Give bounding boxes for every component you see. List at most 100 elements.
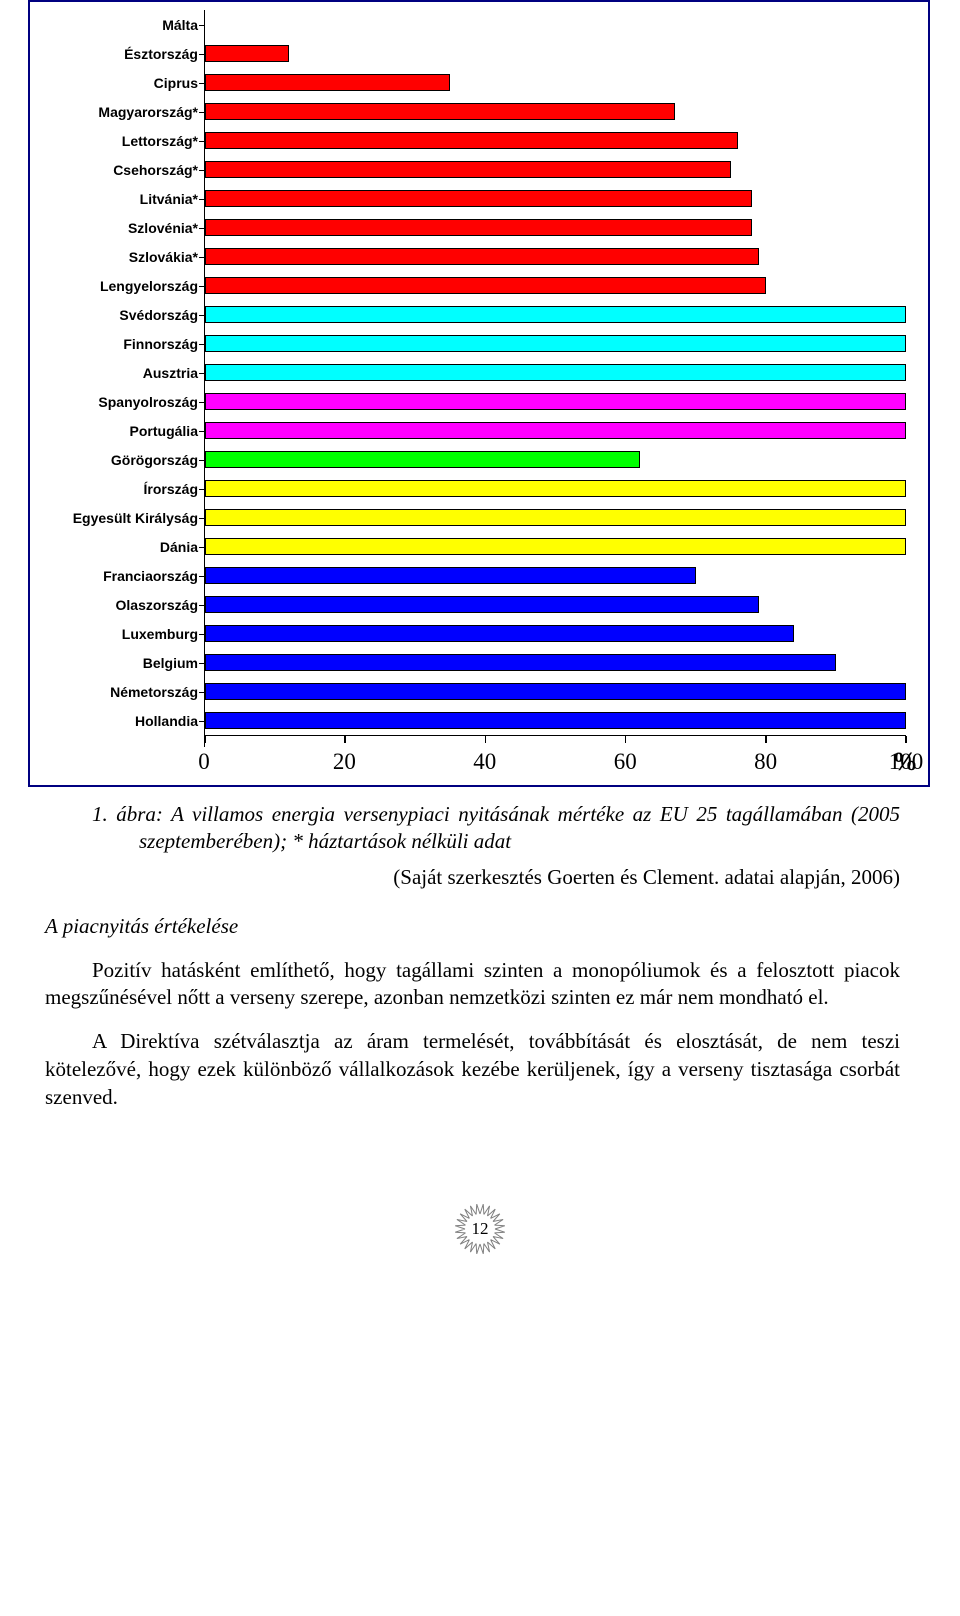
bar-label: Magyarország*	[36, 104, 204, 120]
chart-row: Olaszország	[36, 590, 906, 619]
bar	[205, 335, 906, 352]
x-tick-label: 80	[754, 749, 777, 775]
bar	[205, 480, 906, 497]
chart-row: Spanyolroszág	[36, 387, 906, 416]
chart-row: Svédország	[36, 300, 906, 329]
bar	[205, 451, 640, 468]
chart-bars-container: Málta Észtország Ciprus Magyarország* Lettor…	[36, 10, 906, 735]
chart-row: Dánia	[36, 532, 906, 561]
x-axis-row	[36, 735, 906, 747]
bar-label: Málta	[36, 17, 204, 33]
bar	[205, 219, 752, 236]
x-labels-row: % 020406080100	[36, 749, 906, 775]
chart-row: Lengyelország	[36, 271, 906, 300]
bar-label: Ausztria	[36, 365, 204, 381]
chart-row: Észtország	[36, 39, 906, 68]
chart-row: Belgium	[36, 648, 906, 677]
chart-row: Ciprus	[36, 68, 906, 97]
chart-row: Ausztria	[36, 358, 906, 387]
chart-row: Németország	[36, 677, 906, 706]
bar	[205, 422, 906, 439]
bar-label: Németország	[36, 684, 204, 700]
bar	[205, 712, 906, 729]
bar-label: Írország	[36, 481, 204, 497]
bar-plot-area	[204, 532, 906, 561]
bar	[205, 277, 766, 294]
bar-label: Luxemburg	[36, 626, 204, 642]
bar-label: Portugália	[36, 423, 204, 439]
chart-row: Litvánia*	[36, 184, 906, 213]
bar-label: Svédország	[36, 307, 204, 323]
bar-plot-area	[204, 387, 906, 416]
bar-plot-area	[204, 677, 906, 706]
bar-label: Ciprus	[36, 75, 204, 91]
chart-row: Finnország	[36, 329, 906, 358]
x-axis-line	[204, 735, 906, 747]
bar	[205, 103, 675, 120]
bar	[205, 393, 906, 410]
bar	[205, 132, 738, 149]
chart-row: Málta	[36, 10, 906, 39]
sunburst-icon: 12	[452, 1201, 508, 1257]
bar	[205, 190, 752, 207]
bar-plot-area	[204, 416, 906, 445]
bar-label: Észtország	[36, 46, 204, 62]
bar-label: Litvánia*	[36, 191, 204, 207]
bar-plot-area	[204, 590, 906, 619]
bar-label: Olaszország	[36, 597, 204, 613]
bar	[205, 625, 794, 642]
chart-row: Luxemburg	[36, 619, 906, 648]
bar	[205, 538, 906, 555]
body-paragraph: Pozitív hatásként említhető, hogy tagáll…	[45, 957, 900, 1012]
bar-label: Belgium	[36, 655, 204, 671]
bar-plot-area	[204, 97, 906, 126]
bar	[205, 654, 836, 671]
bar-label: Dánia	[36, 539, 204, 555]
figure-caption-text: A villamos energia versenypiaci nyitásán…	[139, 802, 900, 853]
bar-plot-area	[204, 242, 906, 271]
body-paragraph: A Direktíva szétválasztja az áram termel…	[45, 1028, 900, 1111]
chart-row: Csehország*	[36, 155, 906, 184]
bar-plot-area	[204, 213, 906, 242]
bar-plot-area	[204, 358, 906, 387]
bar-label: Görögország	[36, 452, 204, 468]
bar	[205, 161, 731, 178]
bar-label: Egyesült Királyság	[36, 510, 204, 526]
chart-row: Portugália	[36, 416, 906, 445]
x-tick-label: 100	[889, 749, 924, 775]
bar-label: Szlovákia*	[36, 249, 204, 265]
bar	[205, 509, 906, 526]
bar	[205, 683, 906, 700]
bar-plot-area	[204, 445, 906, 474]
bar	[205, 567, 696, 584]
bar-plot-area	[204, 10, 906, 39]
chart-row: Magyarország*	[36, 97, 906, 126]
x-tick-label: 40	[473, 749, 496, 775]
bar-label: Lengyelország	[36, 278, 204, 294]
chart-row: Szlovénia*	[36, 213, 906, 242]
bar	[205, 596, 759, 613]
chart-row: Lettország*	[36, 126, 906, 155]
x-labels-area: % 020406080100	[204, 749, 906, 771]
bar-label: Finnország	[36, 336, 204, 352]
bar-plot-area	[204, 126, 906, 155]
page-number: 12	[452, 1201, 508, 1257]
bar	[205, 306, 906, 323]
chart-row: Írország	[36, 474, 906, 503]
bar-label: Szlovénia*	[36, 220, 204, 236]
bar-plot-area	[204, 706, 906, 735]
chart-row: Görögország	[36, 445, 906, 474]
bar-label: Lettország*	[36, 133, 204, 149]
bar-plot-area	[204, 184, 906, 213]
bar-plot-area	[204, 619, 906, 648]
section-subheading: A piacnyitás értékelése	[45, 914, 900, 939]
bar-plot-area	[204, 155, 906, 184]
bar-plot-area	[204, 329, 906, 358]
bar-plot-area	[204, 68, 906, 97]
chart-frame: Málta Észtország Ciprus Magyarország* Lettor…	[28, 0, 930, 787]
chart-row: Hollandia	[36, 706, 906, 735]
bar	[205, 248, 759, 265]
bar-plot-area	[204, 300, 906, 329]
x-tick-label: 0	[198, 749, 210, 775]
bar-label: Spanyolroszág	[36, 394, 204, 410]
